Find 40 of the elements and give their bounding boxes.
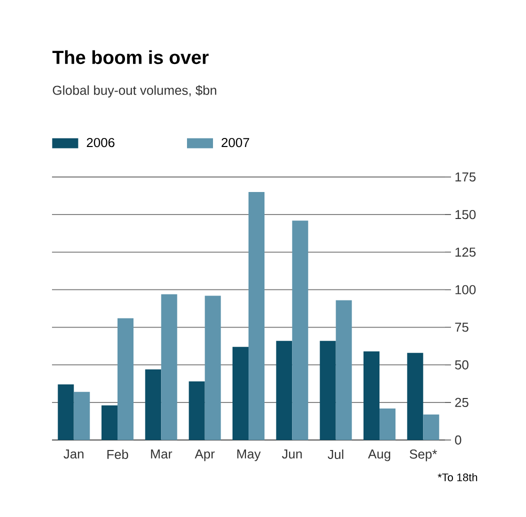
bar xyxy=(292,220,308,440)
y-tick-label: 175 xyxy=(456,172,476,182)
bar xyxy=(336,300,352,440)
bar xyxy=(320,340,336,440)
x-tick-label: Jan xyxy=(64,450,84,459)
x-tick-label: Mar xyxy=(151,450,172,459)
bar xyxy=(204,296,221,440)
bar xyxy=(58,384,74,440)
y-tick-label: 100 xyxy=(456,285,476,294)
x-tick-label: Apr xyxy=(194,450,215,462)
bar xyxy=(232,346,248,440)
legend-label: 2007 xyxy=(222,138,250,148)
chart-title: The boom is over xyxy=(52,50,209,64)
x-tick-label: Sep* xyxy=(410,450,438,462)
bar xyxy=(407,352,424,440)
y-tick-label: 25 xyxy=(455,398,468,408)
bar xyxy=(118,318,134,440)
bar xyxy=(248,192,264,440)
x-tick-label: Jun xyxy=(282,450,302,459)
x-tick-label: May xyxy=(237,450,261,462)
x-tick-label: Jul xyxy=(328,450,344,460)
chart-subtitle: Global buy-out volumes, $bn xyxy=(52,85,216,98)
bar xyxy=(276,340,292,440)
bar xyxy=(74,392,90,440)
bar xyxy=(161,294,178,440)
y-tick-label: 150 xyxy=(456,210,476,220)
y-tick-label: 75 xyxy=(455,322,468,332)
bar xyxy=(145,369,162,440)
x-tick-label: Aug xyxy=(368,450,390,462)
bar xyxy=(363,351,380,440)
y-tick-label: 50 xyxy=(455,360,468,370)
legend-label: 2006 xyxy=(86,138,114,148)
text: *To 18th xyxy=(438,473,478,482)
y-tick-label: 125 xyxy=(456,248,476,257)
y-tick-label: 0 xyxy=(455,435,462,445)
bar xyxy=(188,381,205,440)
x-tick-label: Feb xyxy=(107,450,128,460)
bar xyxy=(379,408,396,440)
bar xyxy=(102,405,118,440)
bar xyxy=(423,414,440,440)
